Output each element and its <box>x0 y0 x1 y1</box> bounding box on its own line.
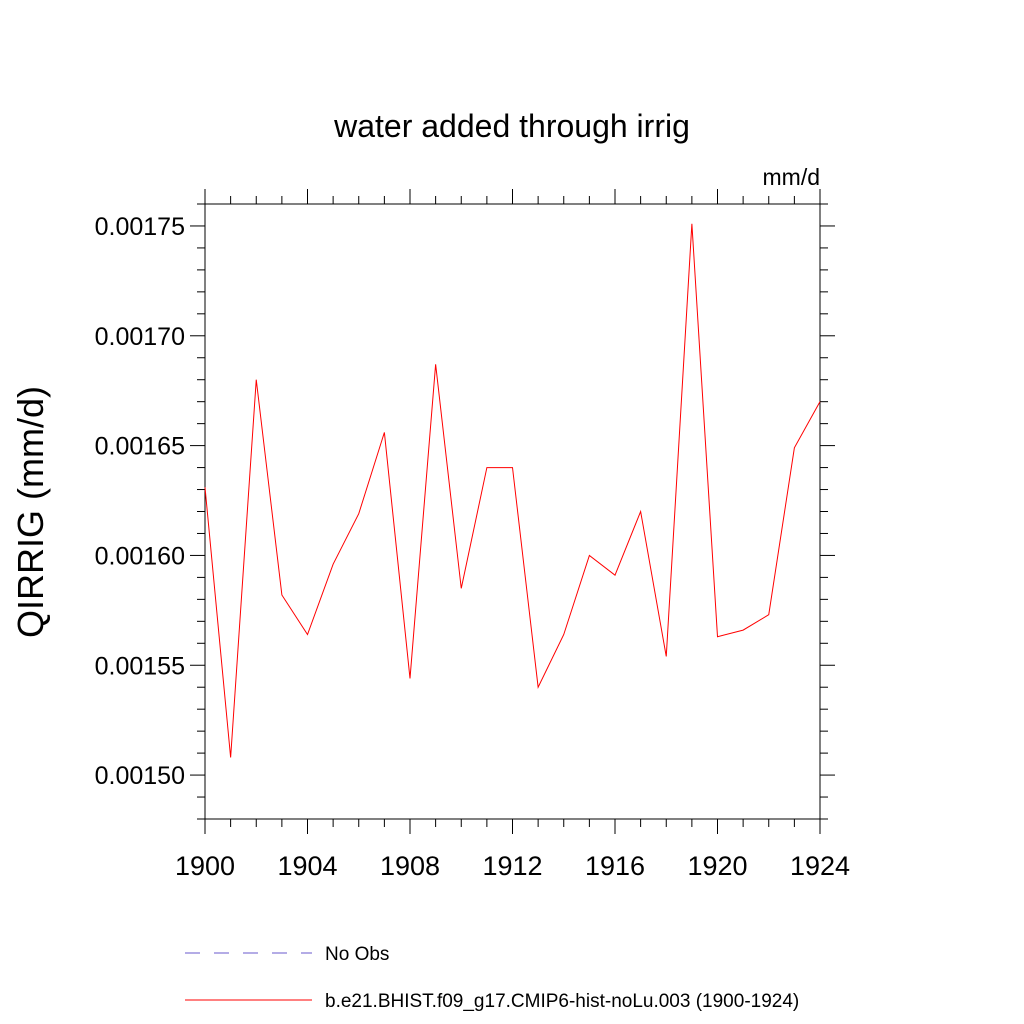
x-tick-label: 1916 <box>585 851 645 881</box>
series-line <box>204 223 821 758</box>
x-tick-labels: 1900 1904 1908 1912 1916 1920 1924 <box>175 851 850 881</box>
x-tick-label: 1900 <box>175 851 235 881</box>
x-tick-label: 1920 <box>687 851 747 881</box>
y-tick-label: 0.00160 <box>95 542 185 570</box>
y-axis-label: QIRRIG (mm/d) <box>10 386 51 638</box>
x-tick-label: 1908 <box>380 851 440 881</box>
chart-title: water added through irrig <box>333 108 690 144</box>
axis-ticks <box>190 189 835 834</box>
series-layer <box>204 223 821 758</box>
legend-label: b.e21.BHIST.f09_g17.CMIP6-hist-noLu.003 … <box>325 991 799 1012</box>
y-tick-label: 0.00165 <box>95 433 185 461</box>
x-tick-label: 1904 <box>277 851 337 881</box>
x-tick-label: 1912 <box>482 851 542 881</box>
y-tick-label: 0.00170 <box>95 323 185 351</box>
y-tick-label: 0.00155 <box>95 652 185 680</box>
y-tick-label: 0.00175 <box>95 213 185 241</box>
legend-label: No Obs <box>325 944 389 965</box>
x-tick-label: 1924 <box>790 851 850 881</box>
y-tick-label: 0.00150 <box>95 762 185 790</box>
plot-frame <box>204 203 821 820</box>
y-tick-labels: 0.00150 0.00155 0.00160 0.00165 0.00170 0.001… <box>95 213 185 790</box>
legend: No Obs b.e21.BHIST.f09_g17.CMIP6-hist-noL… <box>185 944 799 1012</box>
units-label: mm/d <box>763 164 821 190</box>
